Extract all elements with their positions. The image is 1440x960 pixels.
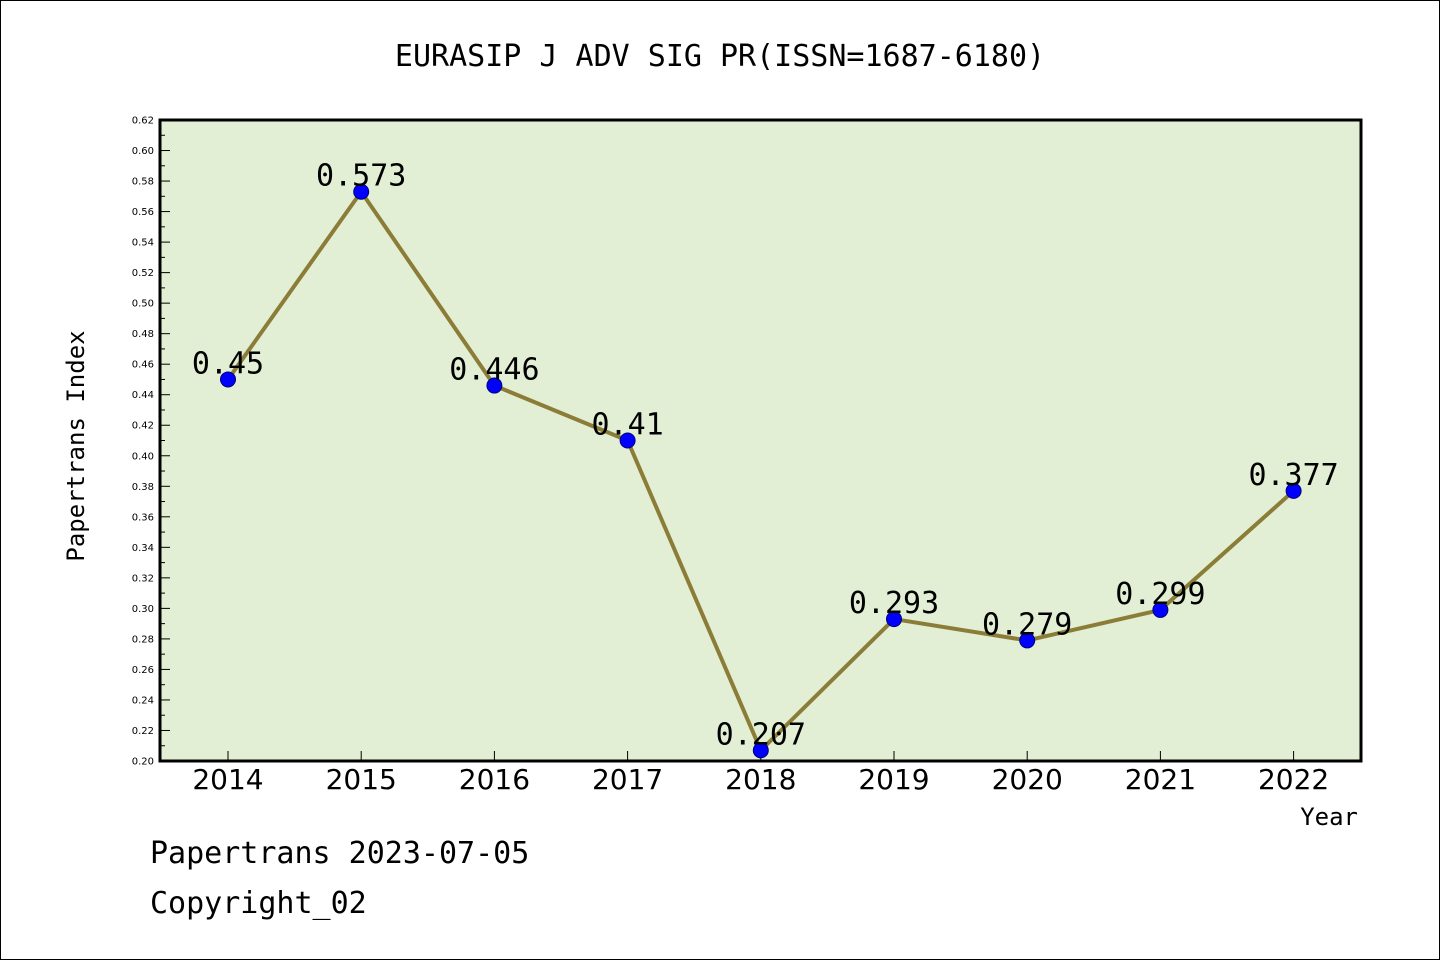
data-labels: 0.45 0.573 0.446 0.41 0.207 0.293 0.279 0.299 0.… xyxy=(192,159,1339,753)
footer-date: Papertrans 2023-07-05 xyxy=(150,836,530,871)
x-axis-title: Year xyxy=(1300,803,1358,831)
y-tick-label: 0.24 xyxy=(132,695,154,706)
data-label-2020: 0.279 xyxy=(982,607,1072,642)
y-tick-label: 0.38 xyxy=(132,482,154,493)
y-tick-label: 0.50 xyxy=(132,299,154,310)
y-tick-label: 0.54 xyxy=(132,238,154,249)
y-tick-label: 0.42 xyxy=(132,421,154,432)
data-point-2015 xyxy=(353,183,370,200)
data-label-2017: 0.41 xyxy=(591,408,663,443)
x-axis: 2014 2015 2016 2017 2018 2019 2020 2021 2022 xyxy=(192,751,1329,796)
x-tick-label: 2016 xyxy=(459,763,530,796)
data-point-2018 xyxy=(752,742,769,759)
x-tick-label: 2014 xyxy=(192,763,263,796)
y-tick-label: 0.28 xyxy=(132,634,154,645)
data-label-2022: 0.377 xyxy=(1248,458,1338,493)
y-tick-label: 0.20 xyxy=(132,757,154,768)
y-tick-label: 0.46 xyxy=(132,360,154,371)
data-point-2014 xyxy=(220,371,236,388)
x-tick-label: 2017 xyxy=(592,763,663,796)
y-tick-label: 0.32 xyxy=(132,573,154,584)
data-label-2014: 0.45 xyxy=(192,346,264,381)
x-tick-label: 2015 xyxy=(326,763,397,796)
data-label-2021: 0.299 xyxy=(1115,577,1205,612)
y-axis-title: Papertrans Index xyxy=(62,330,90,561)
data-label-2015: 0.573 xyxy=(316,159,406,194)
y-tick-label: 0.34 xyxy=(132,543,154,554)
y-tick-label: 0.48 xyxy=(132,329,154,340)
chart-title: EURASIP J ADV SIG PR(ISSN=1687-6180) xyxy=(395,39,1045,74)
y-tick-label: 0.60 xyxy=(132,146,154,157)
data-point-2016 xyxy=(486,377,503,394)
data-markers xyxy=(220,183,1302,759)
x-tick-label: 2019 xyxy=(858,763,929,796)
data-label-2016: 0.446 xyxy=(449,353,539,388)
data-point-2020 xyxy=(1019,632,1036,649)
y-tick-label: 0.58 xyxy=(132,177,154,188)
y-tick-label: 0.62 xyxy=(132,116,154,127)
y-tick-label: 0.36 xyxy=(132,512,154,523)
y-axis: 0.20 0.22 0.24 0.26 0.28 0.30 0.32 0.34 0.36 0.38… xyxy=(132,116,170,768)
y-tick-label: 0.26 xyxy=(132,665,154,676)
x-tick-label: 2021 xyxy=(1125,763,1196,796)
y-tick-label: 0.30 xyxy=(132,604,154,615)
x-tick-label: 2022 xyxy=(1258,763,1329,796)
plot-area xyxy=(158,118,1363,763)
footer-copyright: Copyright_02 xyxy=(150,886,367,921)
x-tick-label: 2020 xyxy=(992,763,1063,796)
data-point-2019 xyxy=(886,611,902,628)
y-tick-label: 0.22 xyxy=(132,726,154,737)
y-tick-label: 0.52 xyxy=(132,268,154,279)
y-tick-label: 0.44 xyxy=(132,390,154,401)
y-tick-label: 0.56 xyxy=(132,207,154,218)
data-point-2017 xyxy=(619,432,636,449)
data-point-2021 xyxy=(1152,601,1169,618)
data-point-2022 xyxy=(1285,482,1302,499)
x-tick-label: 2018 xyxy=(725,763,796,796)
data-label-2019: 0.293 xyxy=(849,586,939,621)
data-label-2018: 0.207 xyxy=(716,717,806,752)
y-tick-label: 0.40 xyxy=(132,451,154,462)
